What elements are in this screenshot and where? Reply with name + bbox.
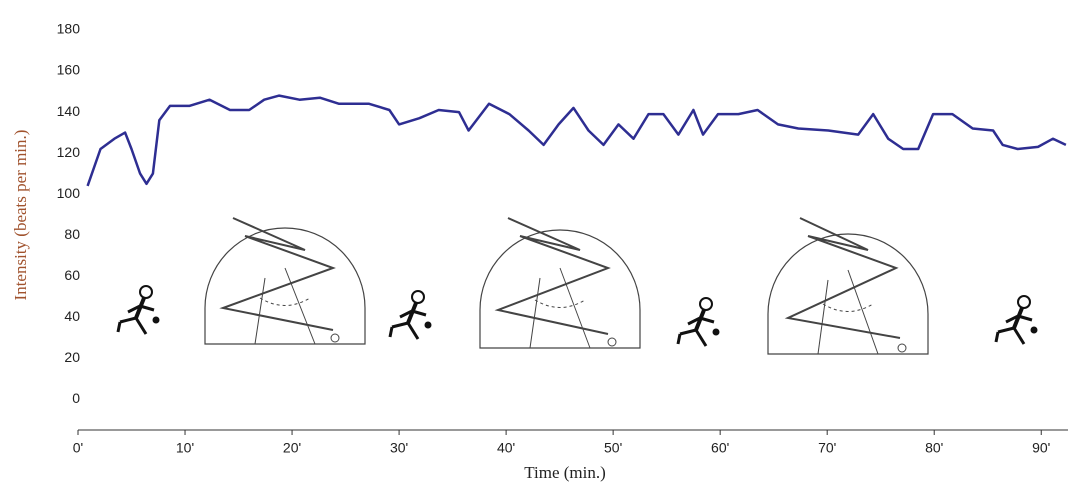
x-tick-label: 70'	[818, 440, 836, 456]
y-tick-label: 120	[57, 144, 81, 160]
player-icon	[678, 298, 719, 346]
x-tick-label: 0'	[73, 440, 83, 456]
x-tick-label: 20'	[283, 440, 301, 456]
y-tick-label: 0	[72, 390, 80, 406]
data-line	[88, 96, 1066, 186]
player-icon	[390, 291, 431, 339]
x-tick-label: 60'	[711, 440, 729, 456]
y-tick-label: 180	[57, 21, 81, 37]
y-tick-label: 80	[64, 226, 80, 242]
y-tick-label: 20	[64, 349, 80, 365]
movement-diagram	[205, 218, 365, 344]
x-tick-label: 40'	[497, 440, 515, 456]
y-tick-label: 40	[64, 308, 80, 324]
movement-diagram	[480, 218, 640, 348]
x-tick-label: 80'	[925, 440, 943, 456]
player-icon	[118, 286, 159, 334]
x-tick-label: 30'	[390, 440, 408, 456]
chart: Intensity (beats per min.) Time (min.) 0…	[0, 0, 1069, 488]
x-axis-title: Time (min.)	[524, 463, 606, 482]
x-tick-label: 50'	[604, 440, 622, 456]
y-tick-label: 60	[64, 267, 80, 283]
y-axis-title: Intensity (beats per min.)	[11, 130, 30, 301]
x-tick-label: 90'	[1032, 440, 1050, 456]
player-icon	[996, 296, 1037, 344]
x-tick-label: 10'	[176, 440, 194, 456]
y-tick-label: 140	[57, 103, 81, 119]
movement-diagram	[768, 218, 928, 354]
y-tick-label: 160	[57, 62, 81, 78]
y-tick-label: 100	[57, 185, 81, 201]
